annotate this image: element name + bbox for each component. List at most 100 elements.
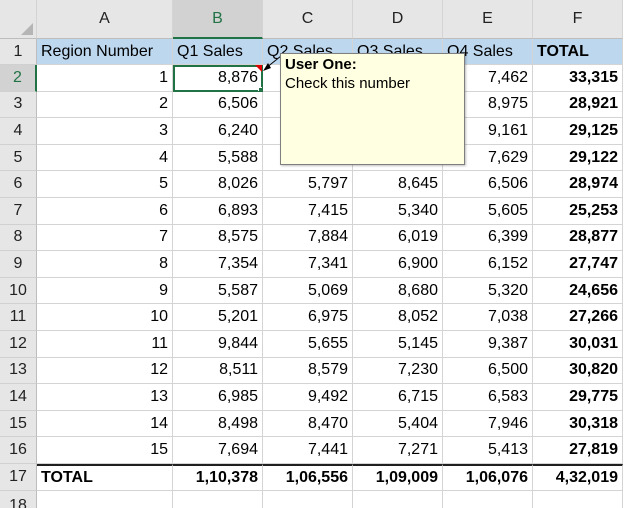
row-total-cell[interactable]: 29,125 xyxy=(533,118,623,145)
q4-sales-cell[interactable]: 7,946 xyxy=(443,410,533,438)
q1-sales-cell[interactable]: 7,354 xyxy=(173,251,263,278)
comment-text[interactable]: Check this number xyxy=(285,75,411,92)
q3-sales-cell[interactable]: 7,230 xyxy=(353,357,443,385)
region-number-cell[interactable]: 15 xyxy=(37,437,173,464)
row-total-cell[interactable]: 27,819 xyxy=(533,437,623,464)
row-header[interactable]: 12 xyxy=(0,331,37,358)
column-header-c[interactable]: C xyxy=(263,0,353,39)
row-total-cell[interactable]: 30,031 xyxy=(533,331,623,358)
row-header[interactable]: 18 xyxy=(0,491,37,508)
row-header[interactable]: 8 xyxy=(0,224,37,252)
region-number-cell[interactable]: 6 xyxy=(37,198,173,225)
q1-sales-cell[interactable]: 8,575 xyxy=(173,224,263,252)
row-header[interactable]: 6 xyxy=(0,171,37,198)
row-header[interactable]: 5 xyxy=(0,144,37,172)
region-number-cell[interactable]: 1 xyxy=(37,65,173,92)
empty-cell[interactable] xyxy=(533,491,623,508)
empty-cell[interactable] xyxy=(353,491,443,508)
region-number-cell[interactable]: 12 xyxy=(37,357,173,385)
empty-cell[interactable] xyxy=(443,491,533,508)
q1-sales-cell[interactable]: 5,587 xyxy=(173,277,263,305)
grand-total-cell[interactable]: 4,32,019 xyxy=(533,464,623,491)
select-all-corner[interactable] xyxy=(0,0,37,39)
q3-sales-cell[interactable]: 6,715 xyxy=(353,384,443,411)
empty-cell[interactable] xyxy=(37,491,173,508)
row-header[interactable]: 1 xyxy=(0,39,37,65)
q4-sales-cell[interactable]: 6,152 xyxy=(443,251,533,278)
row-total-cell[interactable]: 33,315 xyxy=(533,65,623,92)
region-number-cell[interactable]: 7 xyxy=(37,224,173,252)
q2-sales-cell[interactable]: 5,655 xyxy=(263,331,353,358)
q1-sales-cell[interactable]: 8,026 xyxy=(173,171,263,198)
row-total-cell[interactable]: 27,747 xyxy=(533,251,623,278)
q1-sales-cell[interactable]: 5,201 xyxy=(173,304,263,331)
row-header[interactable]: 4 xyxy=(0,118,37,145)
q4-sales-cell[interactable]: 5,605 xyxy=(443,198,533,225)
total-q1-cell[interactable]: 1,10,378 xyxy=(173,464,263,491)
row-total-cell[interactable]: 28,974 xyxy=(533,171,623,198)
q1-sales-cell[interactable]: 6,240 xyxy=(173,118,263,145)
q4-sales-cell[interactable]: 7,629 xyxy=(443,144,533,172)
q3-sales-cell[interactable]: 5,404 xyxy=(353,410,443,438)
row-total-cell[interactable]: 28,921 xyxy=(533,91,623,119)
total-q2-cell[interactable]: 1,06,556 xyxy=(263,464,353,491)
header-cell-q1[interactable]: Q1 Sales xyxy=(173,39,263,65)
q1-sales-cell[interactable]: 8,498 xyxy=(173,410,263,438)
q2-sales-cell[interactable]: 7,415 xyxy=(263,198,353,225)
q3-sales-cell[interactable]: 8,680 xyxy=(353,277,443,305)
q1-sales-cell[interactable]: 5,588 xyxy=(173,144,263,172)
row-total-cell[interactable]: 24,656 xyxy=(533,277,623,305)
q3-sales-cell[interactable]: 6,900 xyxy=(353,251,443,278)
q4-sales-cell[interactable]: 6,399 xyxy=(443,224,533,252)
row-header[interactable]: 13 xyxy=(0,357,37,385)
region-number-cell[interactable]: 13 xyxy=(37,384,173,411)
row-header[interactable]: 2 xyxy=(0,65,37,92)
q3-sales-cell[interactable]: 7,271 xyxy=(353,437,443,464)
q4-sales-cell[interactable]: 8,975 xyxy=(443,91,533,119)
q3-sales-cell[interactable]: 8,645 xyxy=(353,171,443,198)
total-q3-cell[interactable]: 1,09,009 xyxy=(353,464,443,491)
q3-sales-cell[interactable]: 6,019 xyxy=(353,224,443,252)
q4-sales-cell[interactable]: 6,506 xyxy=(443,171,533,198)
column-header-b[interactable]: B xyxy=(173,0,263,39)
q4-sales-cell[interactable]: 6,583 xyxy=(443,384,533,411)
row-header[interactable]: 10 xyxy=(0,277,37,305)
q4-sales-cell[interactable]: 5,413 xyxy=(443,437,533,464)
q3-sales-cell[interactable]: 5,145 xyxy=(353,331,443,358)
column-header-e[interactable]: E xyxy=(443,0,533,39)
row-header[interactable]: 17 xyxy=(0,464,37,491)
empty-cell[interactable] xyxy=(263,491,353,508)
row-total-cell[interactable]: 29,775 xyxy=(533,384,623,411)
row-total-cell[interactable]: 29,122 xyxy=(533,144,623,172)
row-header[interactable]: 7 xyxy=(0,198,37,225)
q1-sales-cell[interactable]: 9,844 xyxy=(173,331,263,358)
region-number-cell[interactable]: 9 xyxy=(37,277,173,305)
column-header-a[interactable]: A xyxy=(37,0,173,39)
q4-sales-cell[interactable]: 5,320 xyxy=(443,277,533,305)
q3-sales-cell[interactable]: 8,052 xyxy=(353,304,443,331)
row-total-cell[interactable]: 28,877 xyxy=(533,224,623,252)
q2-sales-cell[interactable]: 8,470 xyxy=(263,410,353,438)
q2-sales-cell[interactable]: 7,884 xyxy=(263,224,353,252)
region-number-cell[interactable]: 10 xyxy=(37,304,173,331)
total-label-cell[interactable]: TOTAL xyxy=(37,464,173,491)
q4-sales-cell[interactable]: 9,387 xyxy=(443,331,533,358)
row-header[interactable]: 11 xyxy=(0,304,37,331)
active-cell-b2[interactable]: 8,876 xyxy=(173,65,263,92)
column-header-d[interactable]: D xyxy=(353,0,443,39)
row-total-cell[interactable]: 30,820 xyxy=(533,357,623,385)
empty-cell[interactable] xyxy=(173,491,263,508)
q1-sales-cell[interactable]: 8,511 xyxy=(173,357,263,385)
region-number-cell[interactable]: 2 xyxy=(37,91,173,119)
row-header[interactable]: 15 xyxy=(0,410,37,438)
q2-sales-cell[interactable]: 5,069 xyxy=(263,277,353,305)
q4-sales-cell[interactable]: 6,500 xyxy=(443,357,533,385)
header-cell-total[interactable]: TOTAL xyxy=(533,39,623,65)
total-q4-cell[interactable]: 1,06,076 xyxy=(443,464,533,491)
q2-sales-cell[interactable]: 5,797 xyxy=(263,171,353,198)
q4-sales-cell[interactable]: 7,038 xyxy=(443,304,533,331)
row-total-cell[interactable]: 27,266 xyxy=(533,304,623,331)
fill-handle[interactable] xyxy=(258,86,262,91)
q1-sales-cell[interactable]: 6,985 xyxy=(173,384,263,411)
